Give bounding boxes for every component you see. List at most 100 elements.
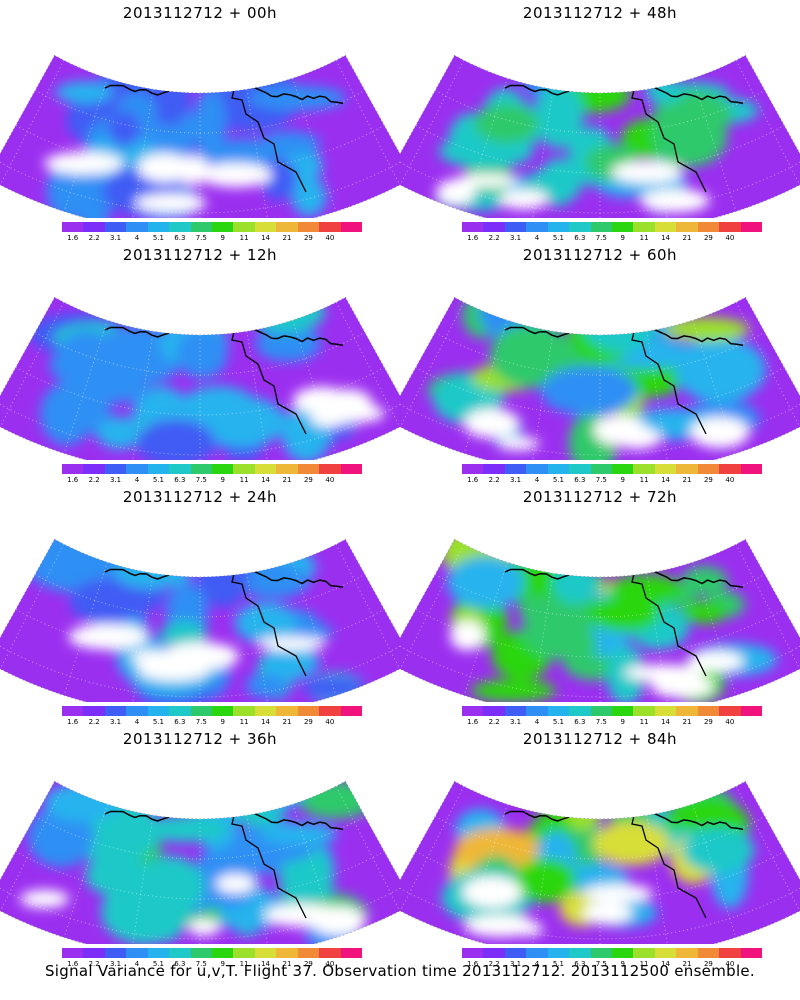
- field-gap: [509, 923, 545, 936]
- colorbar-tick-label: 2.2: [88, 718, 100, 726]
- colorbar-tick-label: 4: [534, 960, 540, 968]
- meridian-line: [0, 786, 65, 912]
- colorbar-segment: [62, 222, 84, 232]
- colorbar-segment: [697, 706, 720, 716]
- meridian-line: [335, 60, 400, 186]
- colorbar-ticks: 1.6 2.2 3.1 4 5.1 6.3 7.5 9 11 14 21 29 40: [62, 234, 362, 244]
- colorbar-segment: [319, 464, 342, 474]
- panel-title: 2013112712 + 12h: [122, 246, 278, 264]
- colorbar-segment: [254, 706, 277, 716]
- map-panel: 2013112712 + 00h 1.6 2.2 3.1 4 5.1 6.3 7.5 9 11 14…: [0, 0, 400, 245]
- variance-map: [400, 54, 800, 218]
- colorbar-tick-label: 9: [220, 476, 225, 484]
- colorbar-segment: [83, 222, 106, 232]
- colorbar-tick-label: 7.5: [595, 718, 607, 726]
- meridian-line: [735, 60, 800, 186]
- colorbar-tick-label: 21: [682, 960, 692, 968]
- colorbar-segment: [62, 464, 84, 474]
- colorbar-tick-label: 7.5: [195, 234, 207, 242]
- parallel-line: [415, 124, 785, 174]
- colorbar-segment: [590, 464, 613, 474]
- colorbar-tick-label: 11: [239, 476, 249, 484]
- colorbar-tick-label: 7.5: [195, 476, 207, 484]
- meridian-line: [463, 320, 508, 454]
- colorbar-segment: [62, 706, 84, 716]
- field-gap: [499, 189, 549, 210]
- colorbar-tick-label: 5.1: [552, 234, 564, 242]
- field-blob: [447, 556, 524, 609]
- colorbar-segment: [740, 222, 763, 232]
- colorbar-tick-label: 14: [661, 718, 671, 726]
- colorbar-tick-label: 5.1: [152, 476, 164, 484]
- colorbar-segment: [612, 222, 634, 232]
- field-blob: [77, 171, 110, 218]
- colorbar-ticks: 1.6 2.2 3.1 4 5.1 6.3 7.5 9 11 14 21 29 40: [462, 960, 762, 970]
- variance-field: [0, 539, 400, 702]
- colorbar: [462, 464, 763, 474]
- colorbar-tick-label: 5.1: [552, 476, 564, 484]
- field-gap: [68, 623, 148, 650]
- parallel-line: [415, 366, 785, 416]
- colorbar-segment: [233, 222, 256, 232]
- variance-field: [400, 55, 800, 218]
- colorbar-tick-label: 7.5: [595, 476, 607, 484]
- colorbar-segment: [483, 222, 506, 232]
- colorbar-ticks: 1.6 2.2 3.1 4 5.1 6.3 7.5 9 11 14 21 29 40: [62, 960, 362, 970]
- field-blob: [245, 539, 281, 588]
- field-blob: [291, 176, 327, 217]
- colorbar-tick-label: 2.2: [488, 476, 500, 484]
- colorbar-segment: [104, 948, 127, 958]
- meridian-line: [130, 815, 154, 944]
- colorbar-tick-label: 7.5: [195, 960, 207, 968]
- colorbar-segment: [233, 706, 256, 716]
- variance-map: [400, 780, 800, 944]
- figure-caption: Signal Variance for u,v,T. Flight 37. Ob…: [44, 962, 756, 980]
- colorbar-tick-label: 40: [325, 234, 335, 242]
- variance-map: [0, 538, 400, 702]
- colorbar-tick-label: 40: [725, 234, 735, 242]
- colorbar-segment: [169, 948, 192, 958]
- meridian-line: [63, 78, 108, 212]
- field-blob: [682, 827, 755, 873]
- colorbar-segment: [590, 222, 613, 232]
- field-blob: [197, 540, 249, 608]
- field-gap: [498, 436, 540, 451]
- meridian-line: [400, 60, 465, 186]
- colorbar-segment: [212, 464, 234, 474]
- variance-map: [0, 780, 400, 944]
- variance-field: [400, 539, 800, 702]
- meridian-line: [646, 573, 670, 702]
- meridian-line: [335, 302, 400, 428]
- field-gap: [582, 901, 633, 924]
- parallel-line: [415, 850, 785, 900]
- meridian-line: [646, 89, 670, 218]
- colorbar: [62, 706, 363, 716]
- parallel-line: [400, 885, 800, 940]
- meridian-line: [0, 60, 65, 186]
- meridian-line: [735, 544, 800, 670]
- colorbar-segment: [104, 706, 127, 716]
- colorbar-tick-label: 6.3: [574, 234, 586, 242]
- colorbar-segment: [147, 706, 170, 716]
- field-blob: [588, 595, 661, 632]
- colorbar-segment: [740, 948, 763, 958]
- colorbar-segment: [212, 948, 234, 958]
- colorbar-tick-label: 4: [134, 234, 140, 242]
- colorbar-segment: [547, 948, 570, 958]
- parallel-line: [15, 608, 385, 658]
- colorbar-segment: [547, 464, 570, 474]
- colorbar-tick-label: 9: [620, 476, 625, 484]
- meridian-line: [463, 804, 508, 938]
- variance-field: [400, 297, 800, 460]
- field-gap: [583, 884, 654, 902]
- field-gap: [215, 873, 256, 894]
- field-blob: [197, 138, 286, 168]
- colorbar-segment: [276, 948, 299, 958]
- meridian-line: [692, 562, 737, 696]
- colorbar-segment: [676, 706, 699, 716]
- colorbar-tick-label: 29: [303, 234, 313, 242]
- colorbar-tick-label: 1.6: [467, 960, 479, 968]
- meridian-line: [735, 786, 800, 912]
- field-blob: [528, 630, 598, 660]
- colorbar: [462, 222, 763, 232]
